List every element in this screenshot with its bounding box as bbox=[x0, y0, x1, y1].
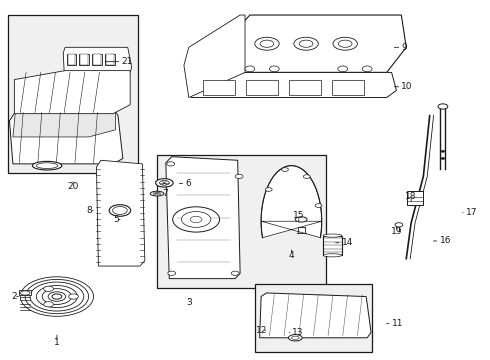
Ellipse shape bbox=[190, 216, 202, 222]
Bar bbox=[246, 80, 278, 95]
Ellipse shape bbox=[323, 234, 342, 237]
Ellipse shape bbox=[294, 37, 318, 50]
Bar bbox=[407, 191, 423, 205]
Ellipse shape bbox=[338, 66, 347, 72]
Ellipse shape bbox=[333, 37, 357, 50]
Ellipse shape bbox=[289, 335, 302, 341]
Text: 10: 10 bbox=[401, 82, 413, 91]
Bar bbox=[290, 80, 321, 95]
Ellipse shape bbox=[362, 66, 372, 72]
Ellipse shape bbox=[181, 212, 211, 228]
Bar bbox=[79, 54, 89, 65]
Text: 7: 7 bbox=[162, 189, 168, 198]
Text: 19: 19 bbox=[391, 228, 402, 237]
Ellipse shape bbox=[44, 302, 53, 307]
Ellipse shape bbox=[265, 188, 272, 191]
Bar bbox=[92, 54, 102, 65]
Polygon shape bbox=[189, 72, 396, 98]
Ellipse shape bbox=[44, 286, 53, 292]
Ellipse shape bbox=[292, 336, 299, 339]
Text: 16: 16 bbox=[440, 237, 451, 246]
Ellipse shape bbox=[270, 66, 279, 72]
Ellipse shape bbox=[52, 294, 62, 299]
Bar bbox=[105, 54, 115, 65]
Polygon shape bbox=[260, 293, 371, 338]
Text: 21: 21 bbox=[122, 57, 133, 66]
Text: 13: 13 bbox=[293, 328, 304, 337]
Bar bbox=[68, 54, 75, 64]
Ellipse shape bbox=[159, 180, 169, 185]
Ellipse shape bbox=[48, 292, 66, 301]
Bar bbox=[332, 80, 364, 95]
Ellipse shape bbox=[32, 161, 62, 170]
Ellipse shape bbox=[172, 207, 220, 232]
Ellipse shape bbox=[231, 271, 239, 275]
Ellipse shape bbox=[30, 282, 84, 311]
Text: 17: 17 bbox=[466, 208, 477, 217]
Ellipse shape bbox=[156, 179, 173, 187]
Bar bbox=[8, 15, 138, 173]
Ellipse shape bbox=[20, 291, 30, 295]
Ellipse shape bbox=[295, 217, 307, 222]
Bar bbox=[323, 235, 342, 255]
Text: 5: 5 bbox=[114, 215, 120, 224]
Bar bbox=[203, 80, 235, 95]
Ellipse shape bbox=[299, 40, 313, 47]
Ellipse shape bbox=[168, 271, 175, 275]
Polygon shape bbox=[97, 160, 145, 266]
Text: 11: 11 bbox=[392, 319, 403, 328]
Polygon shape bbox=[166, 157, 240, 279]
Bar bbox=[93, 54, 101, 64]
Bar bbox=[106, 54, 114, 64]
Ellipse shape bbox=[42, 289, 72, 305]
Text: 6: 6 bbox=[185, 179, 191, 188]
Polygon shape bbox=[184, 15, 245, 98]
Polygon shape bbox=[13, 112, 116, 137]
Ellipse shape bbox=[69, 294, 78, 299]
Text: 14: 14 bbox=[342, 238, 353, 247]
Text: 20: 20 bbox=[67, 182, 79, 191]
Polygon shape bbox=[240, 15, 406, 72]
Ellipse shape bbox=[260, 40, 274, 47]
Ellipse shape bbox=[438, 104, 448, 109]
Bar bbox=[67, 54, 76, 65]
Ellipse shape bbox=[338, 40, 352, 47]
Bar bbox=[19, 291, 31, 296]
Text: 15: 15 bbox=[293, 211, 304, 220]
Ellipse shape bbox=[303, 175, 310, 179]
Bar bbox=[80, 54, 88, 64]
Ellipse shape bbox=[36, 163, 58, 168]
Polygon shape bbox=[9, 112, 123, 164]
Ellipse shape bbox=[36, 285, 77, 307]
Text: 1: 1 bbox=[54, 338, 60, 347]
Ellipse shape bbox=[150, 191, 164, 196]
Ellipse shape bbox=[25, 279, 89, 314]
Ellipse shape bbox=[441, 157, 445, 159]
Text: 2: 2 bbox=[11, 292, 17, 301]
Bar bbox=[255, 284, 372, 352]
Ellipse shape bbox=[323, 254, 342, 257]
Ellipse shape bbox=[109, 205, 131, 216]
Ellipse shape bbox=[395, 223, 403, 227]
Ellipse shape bbox=[441, 150, 445, 152]
Ellipse shape bbox=[315, 204, 322, 207]
Ellipse shape bbox=[255, 37, 279, 50]
Text: 18: 18 bbox=[405, 192, 417, 201]
Polygon shape bbox=[14, 71, 130, 114]
Ellipse shape bbox=[20, 277, 94, 316]
Ellipse shape bbox=[167, 162, 174, 166]
Text: 8: 8 bbox=[87, 206, 93, 215]
Ellipse shape bbox=[153, 192, 161, 195]
Ellipse shape bbox=[235, 174, 243, 179]
Ellipse shape bbox=[282, 168, 289, 171]
Text: 4: 4 bbox=[289, 251, 294, 260]
Text: 9: 9 bbox=[401, 43, 407, 52]
Bar bbox=[157, 155, 326, 288]
Text: 3: 3 bbox=[186, 298, 192, 307]
Polygon shape bbox=[63, 47, 132, 72]
Polygon shape bbox=[261, 166, 322, 238]
Text: 12: 12 bbox=[256, 326, 268, 335]
Ellipse shape bbox=[245, 66, 255, 72]
Ellipse shape bbox=[113, 207, 127, 215]
